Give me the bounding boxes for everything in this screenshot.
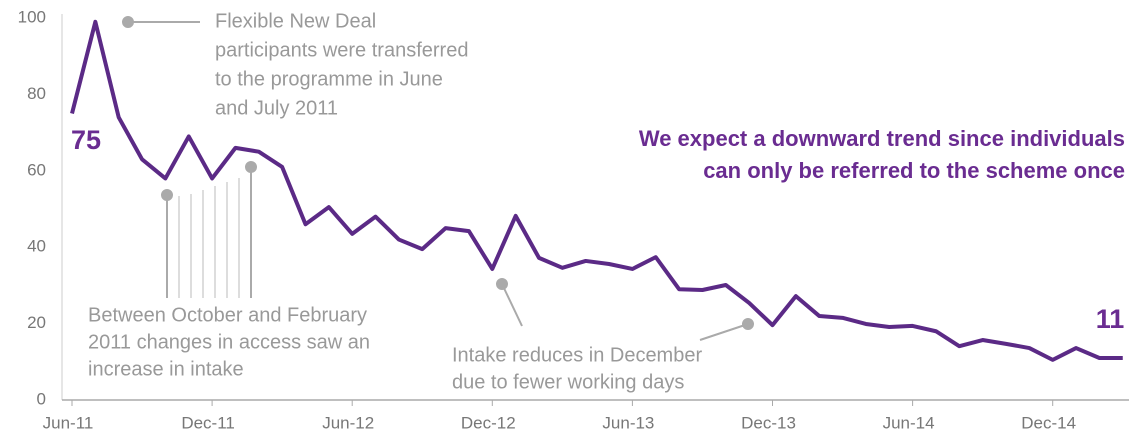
y-tick-label: 0: [37, 389, 46, 408]
series-line: [70, 19, 1123, 362]
x-tick-label: Jun-14: [883, 413, 935, 432]
x-tick-label: Dec-14: [1021, 413, 1076, 432]
y-tick-label: 60: [27, 160, 46, 179]
x-tick-label: Dec-11: [181, 413, 235, 432]
annotation: participants were transferred: [215, 39, 468, 61]
data-label: 11: [1096, 304, 1125, 334]
x-tick-label: Jun-13: [602, 413, 654, 432]
y-tick-label: 100: [18, 7, 46, 26]
annotation: Between October and February: [88, 304, 367, 326]
x-tick-label: Dec-13: [741, 413, 796, 432]
annotation: and July 2011: [215, 97, 338, 119]
y-tick-label: 40: [27, 237, 46, 256]
annotation: Flexible New Deal: [215, 10, 376, 32]
y-tick-label: 20: [27, 313, 46, 332]
x-tick-label: Dec-12: [461, 413, 516, 432]
annotation: We expect a downward trend since individ…: [639, 126, 1125, 151]
x-tick-label: Jun-11: [43, 413, 94, 432]
annotation-leaders: [122, 16, 754, 341]
annotation: 2011 changes in access saw an: [88, 331, 370, 353]
annotation: increase in intake: [88, 358, 244, 380]
x-tick-label: Jun-12: [322, 413, 374, 432]
y-tick-label: 80: [27, 84, 46, 103]
annotation: due to fewer working days: [452, 371, 684, 393]
annotation: can only be referred to the scheme once: [703, 158, 1125, 183]
data-label: 75: [71, 125, 101, 155]
annotation: to the programme in June: [215, 68, 443, 90]
annotation: Intake reduces in December: [452, 344, 702, 366]
